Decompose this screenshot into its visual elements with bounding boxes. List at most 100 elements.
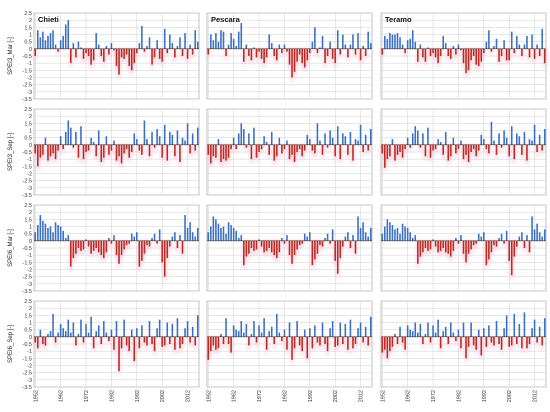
bar-2000 xyxy=(156,328,158,337)
bar-1965 xyxy=(240,23,243,49)
y-tick-label: -1 xyxy=(27,253,32,259)
bar-1969 xyxy=(250,48,253,61)
bar-1968 xyxy=(422,48,424,58)
bar-1991 xyxy=(133,133,136,145)
bar-1990 xyxy=(130,48,133,71)
bar-1972 xyxy=(432,144,434,151)
bar-1966 xyxy=(70,48,72,64)
bar-2007 xyxy=(347,232,349,241)
bar-1980 xyxy=(452,137,455,145)
bar-1978 xyxy=(100,48,103,56)
bar-2010 xyxy=(528,139,531,145)
bar-1968 xyxy=(248,240,250,254)
bar-1990 xyxy=(477,144,480,151)
bar-2009 xyxy=(352,144,354,161)
bar-1966 xyxy=(70,332,72,337)
bar-1981 xyxy=(455,144,457,154)
bar-1987 xyxy=(123,240,125,250)
bar-1977 xyxy=(97,130,100,145)
bar-1984 xyxy=(462,322,465,337)
bar-2002 xyxy=(508,144,510,157)
bar-1993 xyxy=(311,144,314,151)
bar-1972 xyxy=(432,239,434,241)
bar-1974 xyxy=(437,139,439,145)
bar-1960 xyxy=(227,222,230,241)
bar-glow xyxy=(109,240,114,248)
bar-1982 xyxy=(457,240,460,244)
bar-2003 xyxy=(336,30,339,49)
bar-2004 xyxy=(166,144,169,161)
bar-1989 xyxy=(475,48,477,65)
bar-2005 xyxy=(516,35,518,49)
bar-2005 xyxy=(342,34,344,49)
bar-1993 xyxy=(311,336,314,349)
bar-1982 xyxy=(283,44,286,49)
bar-2006 xyxy=(518,136,521,145)
bar-1997 xyxy=(495,38,498,49)
bar-1975 xyxy=(439,141,442,145)
y-tick-label: -1.5 xyxy=(23,164,32,170)
bar-1981 xyxy=(455,237,457,241)
bar-2012 xyxy=(359,48,362,61)
bar-2008 xyxy=(176,130,179,145)
bar-1989 xyxy=(475,144,477,157)
bar-1988 xyxy=(125,144,128,150)
bar-1970 xyxy=(427,127,429,145)
bar-2000 xyxy=(503,40,505,49)
bar-2000 xyxy=(329,130,331,145)
bar-glow xyxy=(56,48,60,56)
bar-1978 xyxy=(447,336,450,344)
bar-1976 xyxy=(268,144,270,155)
y-tick-label: -3.5 xyxy=(23,289,32,295)
bar-2008 xyxy=(349,131,352,145)
bar-1952 xyxy=(381,336,384,353)
bar-1974 xyxy=(263,48,265,64)
bar-1972 xyxy=(258,48,260,52)
bar-2003 xyxy=(163,28,166,49)
bar-1977 xyxy=(444,326,447,337)
bar-1974 xyxy=(90,137,92,145)
bar-2003 xyxy=(510,31,513,49)
bar-2004 xyxy=(513,240,516,257)
bar-2006 xyxy=(344,236,347,241)
bar-1956 xyxy=(217,336,220,349)
bar-2014 xyxy=(538,48,541,56)
bar-1978 xyxy=(273,336,276,344)
bar-1970 xyxy=(80,319,82,337)
bar-1973 xyxy=(434,144,437,150)
bar-1990 xyxy=(303,233,306,241)
bar-1985 xyxy=(291,336,293,360)
bar-1992 xyxy=(483,232,485,241)
bar-1958 xyxy=(396,336,399,344)
bar-1961 xyxy=(57,48,59,52)
bar-2008 xyxy=(176,240,179,248)
bar-1972 xyxy=(258,325,260,337)
bar-1983 xyxy=(113,235,115,241)
bar-2000 xyxy=(329,240,331,244)
bar-1958 xyxy=(222,31,225,49)
bar-1980 xyxy=(105,332,108,337)
bar-1962 xyxy=(406,137,409,145)
bar-1972 xyxy=(258,144,260,152)
bar-1986 xyxy=(467,48,470,71)
x-tick-label: 2002 xyxy=(333,390,339,402)
x-tick-label: 2012 xyxy=(533,390,539,402)
bar-1987 xyxy=(470,48,472,61)
bar-1954 xyxy=(386,144,389,160)
bar-1964 xyxy=(64,237,67,241)
bar-2013 xyxy=(362,45,364,49)
bar-2010 xyxy=(354,240,357,254)
bar-glow xyxy=(456,240,461,248)
y-tick-label: -3 xyxy=(27,186,32,192)
bar-1987 xyxy=(296,144,298,152)
bar-1991 xyxy=(480,236,483,241)
bar-1991 xyxy=(306,48,309,61)
bar-1960 xyxy=(401,223,404,241)
bar-1981 xyxy=(108,336,110,342)
y-tick-label: 0 xyxy=(29,143,32,149)
bar-2002 xyxy=(334,48,336,64)
bar-glow xyxy=(502,240,506,248)
bar-1959 xyxy=(52,313,54,337)
bar-1982 xyxy=(457,44,460,49)
bar-1978 xyxy=(100,240,103,256)
